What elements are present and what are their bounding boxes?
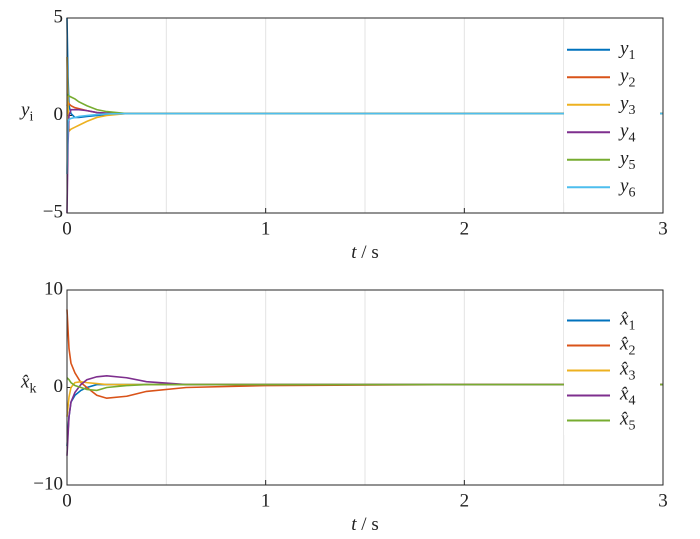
y-tick-label: −10 <box>33 473 63 494</box>
y-tick-label: 5 <box>54 6 64 27</box>
y-axis-label: x̂k <box>20 372 36 397</box>
legend-label: x̂2 <box>619 334 635 359</box>
y-axis-label: yi <box>19 100 33 125</box>
x-tick-label: 2 <box>460 218 470 239</box>
legend-box <box>564 302 660 435</box>
y-tick-label: 0 <box>54 104 64 125</box>
y-tick-label: −5 <box>43 201 63 222</box>
axes-box <box>66 17 664 214</box>
legend-label: y4 <box>618 121 635 146</box>
legend-box <box>564 30 660 203</box>
axes-box <box>66 289 664 486</box>
legend-label: y3 <box>618 93 635 118</box>
legend-label: x̂1 <box>619 309 635 334</box>
x-tick-label: 0 <box>62 218 72 239</box>
series-line <box>66 377 663 392</box>
legend-label: y6 <box>618 176 635 201</box>
legend-label: y1 <box>618 38 635 63</box>
x-tick-label: 3 <box>658 490 668 511</box>
series-line <box>66 112 663 175</box>
y-tick-label: 0 <box>54 376 64 397</box>
legend-label: x̂3 <box>619 359 635 384</box>
x-tick-label: 2 <box>460 490 470 511</box>
x-tick-label: 3 <box>658 218 668 239</box>
legend-label: x̂4 <box>619 384 635 409</box>
x-tick-label: 1 <box>261 218 271 239</box>
legend-label: y5 <box>618 148 635 173</box>
x-axis-label: t / s <box>351 514 378 535</box>
x-axis-label: t / s <box>351 242 378 263</box>
series-line <box>66 309 663 400</box>
x-tick-label: 0 <box>62 490 72 511</box>
x-tick-label: 1 <box>261 490 271 511</box>
legend-label: x̂5 <box>619 409 635 434</box>
y-tick-label: 10 <box>44 278 63 299</box>
legend-label: y2 <box>618 66 635 91</box>
